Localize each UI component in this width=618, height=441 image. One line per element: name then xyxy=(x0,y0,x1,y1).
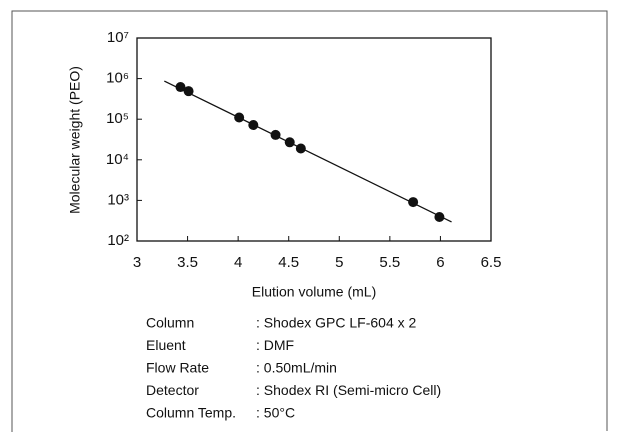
data-point xyxy=(175,82,186,93)
x-tick-label: 3 xyxy=(133,254,141,271)
x-tick-label: 4.5 xyxy=(278,254,299,271)
data-point xyxy=(183,86,194,97)
x-tick-label: 5 xyxy=(335,254,343,271)
condition-value: : Shodex RI (Semi-micro Cell) xyxy=(256,382,441,398)
condition-label: Column Temp. xyxy=(146,405,236,421)
data-point xyxy=(295,143,306,154)
x-tick-label: 5.5 xyxy=(379,254,400,271)
condition-label: Detector xyxy=(146,382,199,398)
panel-border xyxy=(11,10,608,432)
y-axis-label: Molecular weight (PEO) xyxy=(67,66,83,214)
data-point xyxy=(434,212,445,223)
y-tick-label: 10⁶ xyxy=(106,70,129,87)
data-point xyxy=(284,137,295,148)
data-point xyxy=(248,119,259,130)
condition-value: : Shodex GPC LF-604 x 2 xyxy=(256,315,417,331)
x-axis-label: Elution volume (mL) xyxy=(252,284,377,300)
condition-value: : DMF xyxy=(256,337,294,353)
y-tick-label: 10⁴ xyxy=(106,151,129,168)
data-point xyxy=(270,129,281,140)
data-point xyxy=(234,112,245,123)
plot-frame xyxy=(136,37,492,242)
fit-line xyxy=(164,80,452,223)
y-tick-label: 10⁵ xyxy=(106,110,129,127)
y-tick-label: 10³ xyxy=(107,191,129,208)
condition-label: Column xyxy=(146,315,194,331)
data-point xyxy=(408,197,419,208)
y-tick-label: 10⁷ xyxy=(107,29,129,46)
condition-label: Eluent xyxy=(146,337,186,353)
y-tick-label: 10² xyxy=(107,232,129,249)
condition-value: : 0.50mL/min xyxy=(256,360,337,376)
condition-label: Flow Rate xyxy=(146,360,209,376)
condition-value: : 50°C xyxy=(256,405,295,421)
x-tick-label: 4 xyxy=(234,254,242,271)
x-tick-label: 6.5 xyxy=(481,254,502,271)
x-tick-label: 6 xyxy=(436,254,444,271)
x-tick-label: 3.5 xyxy=(177,254,198,271)
